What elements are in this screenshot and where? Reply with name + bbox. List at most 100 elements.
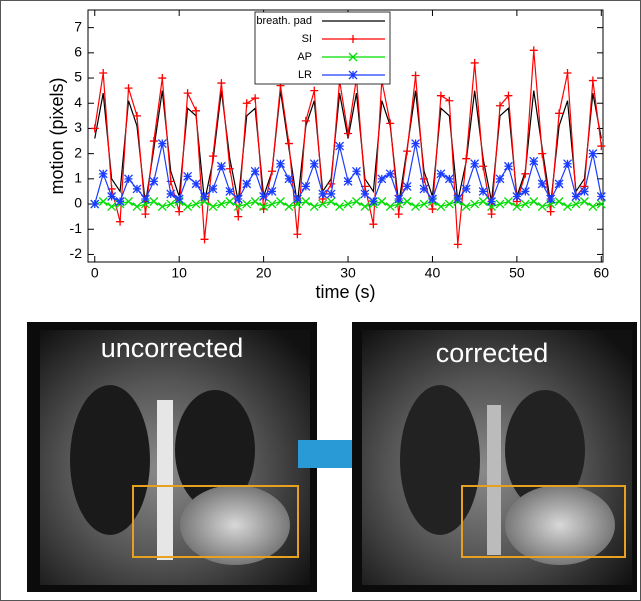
legend-label: SI — [302, 33, 312, 45]
data-point — [267, 186, 277, 196]
data-point — [107, 192, 117, 201]
data-point — [183, 89, 192, 98]
data-point — [537, 179, 547, 189]
data-point — [326, 197, 336, 206]
data-point — [292, 194, 302, 204]
data-point — [402, 181, 412, 191]
data-point — [335, 202, 345, 212]
data-point — [563, 202, 573, 212]
data-point — [124, 197, 133, 206]
data-point — [267, 199, 277, 209]
data-point — [571, 192, 581, 201]
data-point — [520, 199, 530, 209]
data-point — [588, 149, 598, 159]
data-point — [191, 199, 201, 209]
y-tick-label: 3 — [74, 119, 82, 135]
data-point — [301, 116, 310, 125]
data-point — [141, 210, 150, 219]
data-point — [385, 169, 395, 179]
y-tick-label: 5 — [74, 69, 82, 85]
data-point — [107, 202, 117, 212]
data-point — [115, 197, 125, 206]
data-point — [487, 210, 496, 219]
data-point — [411, 139, 421, 149]
data-point — [242, 199, 252, 209]
data-point — [200, 235, 209, 244]
y-tick-label: 6 — [74, 44, 82, 60]
data-point — [326, 189, 336, 199]
x-tick-label: 20 — [256, 265, 272, 281]
data-point — [276, 159, 285, 169]
data-point — [403, 147, 412, 156]
data-point — [166, 199, 176, 209]
data-point — [233, 202, 243, 212]
plot-frame — [87, 9, 604, 263]
data-point — [520, 186, 530, 196]
data-point — [124, 84, 133, 93]
data-point — [579, 197, 589, 206]
mri-uncorrected — [27, 322, 317, 592]
data-point — [216, 199, 226, 209]
data-point — [251, 94, 260, 103]
data-point — [495, 174, 505, 184]
data-point — [276, 197, 285, 206]
data-point — [284, 174, 294, 184]
data-point — [327, 179, 336, 188]
legend-label: LR — [298, 69, 312, 81]
legend-marker — [348, 52, 358, 62]
data-point — [284, 139, 293, 148]
data-point — [504, 91, 513, 100]
legend-label: breath. pad — [256, 15, 312, 27]
data-point — [242, 179, 252, 189]
y-tick-label: -1 — [70, 220, 83, 236]
data-point — [352, 166, 361, 176]
data-point — [175, 207, 184, 216]
x-tick-label: 10 — [171, 265, 187, 281]
data-point — [310, 86, 319, 95]
data-point — [563, 69, 572, 77]
data-point — [293, 230, 302, 239]
data-point — [149, 137, 158, 146]
data-point — [436, 202, 446, 212]
data-point — [99, 69, 108, 77]
data-point — [470, 159, 480, 169]
y-tick-label: 4 — [74, 94, 82, 110]
data-point — [369, 220, 378, 229]
y-tick-label: 7 — [74, 18, 82, 34]
x-tick-label: 30 — [340, 265, 356, 281]
data-point — [596, 192, 606, 201]
data-point — [174, 194, 184, 204]
data-point — [385, 202, 395, 212]
data-point — [208, 202, 218, 212]
data-point — [546, 207, 555, 216]
x-tick-label: 0 — [91, 265, 99, 281]
data-point — [529, 156, 539, 166]
data-point — [377, 174, 387, 184]
data-point — [268, 167, 277, 176]
x-tick-label: 50 — [509, 265, 525, 281]
data-point — [394, 210, 403, 219]
data-point — [495, 199, 505, 209]
data-point — [419, 199, 429, 209]
data-point — [301, 197, 311, 206]
data-point — [436, 91, 445, 100]
data-point — [191, 179, 201, 189]
data-point — [140, 194, 150, 204]
data-point — [250, 166, 260, 176]
data-point — [284, 202, 294, 212]
data-point — [132, 202, 142, 212]
data-point — [343, 176, 353, 186]
data-point — [419, 184, 429, 194]
data-point — [461, 184, 471, 194]
data-point — [116, 217, 125, 226]
data-point — [98, 197, 108, 206]
y-tick-label: 1 — [74, 170, 82, 186]
data-point — [301, 181, 311, 191]
data-point — [200, 192, 209, 201]
x-tick-label: 60 — [594, 265, 610, 281]
data-point — [157, 202, 167, 212]
data-point — [192, 106, 201, 115]
data-point — [521, 169, 530, 178]
